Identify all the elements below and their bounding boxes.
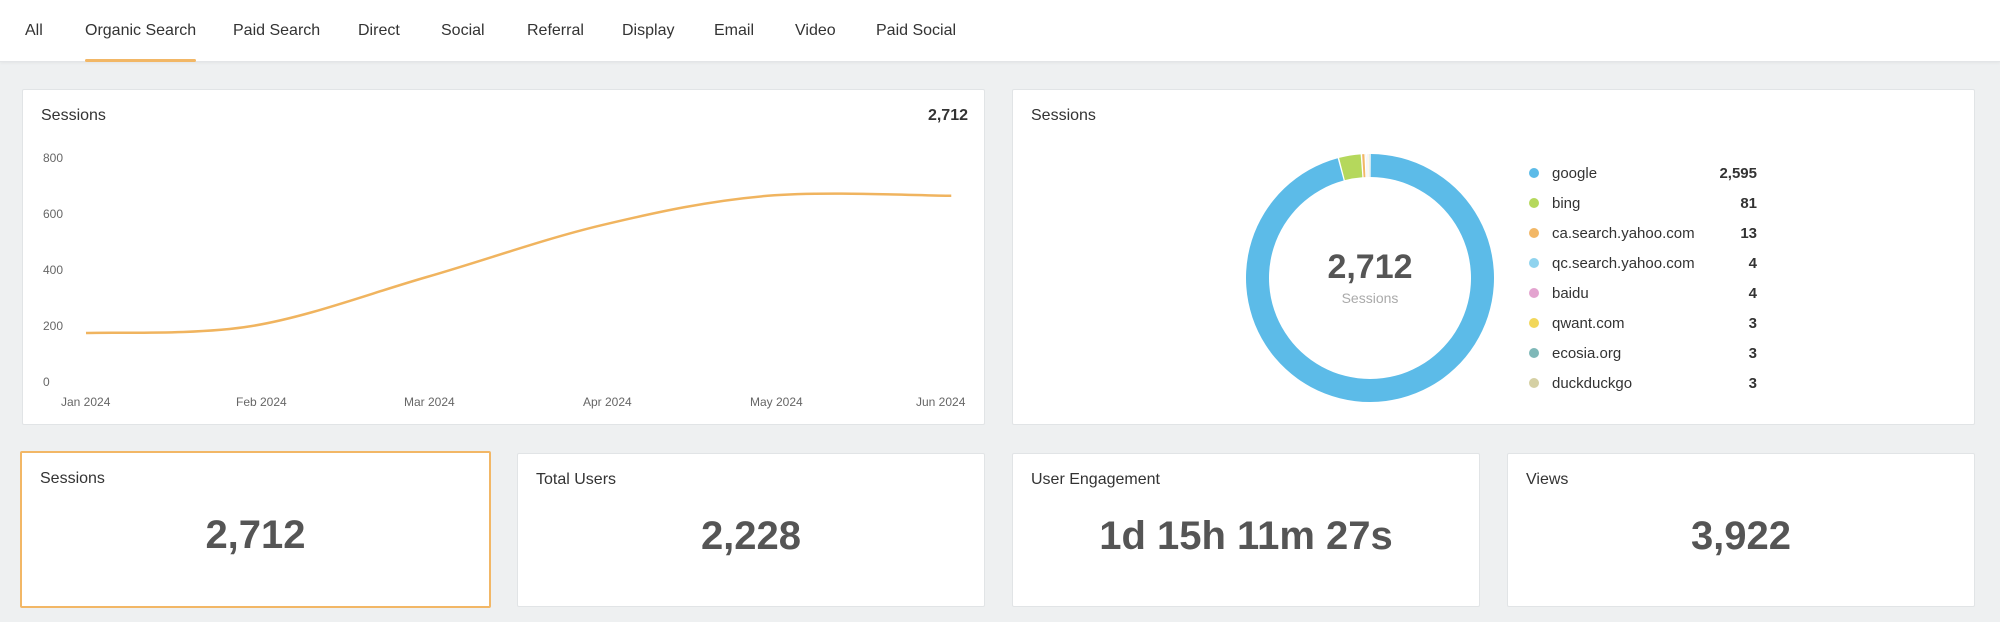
line-card-total: 2,712: [927, 107, 968, 124]
legend-value: 3: [1748, 314, 1757, 332]
legend-color-dot: [1529, 198, 1539, 208]
tab-paid-social[interactable]: Paid Social: [876, 22, 957, 39]
tab-direct[interactable]: Direct: [358, 22, 400, 39]
donut-card-title: Sessions: [1031, 107, 1096, 124]
y-tick-label: 600: [43, 207, 63, 221]
tab-display[interactable]: Display: [622, 22, 675, 39]
metric-value: 3,922: [1690, 514, 1792, 558]
y-tick-label: 200: [43, 319, 63, 333]
metric-card-user-engagement[interactable]: User Engagement 1d 15h 11m 27s: [1012, 453, 1480, 607]
legend-label: duckduckgo: [1552, 374, 1633, 392]
sessions-line-chart: 0 200 400 600 800 Jan 2024 Feb 2024 Mar 2024 Apr…: [43, 151, 966, 409]
x-tick-label: Mar 2024: [404, 395, 455, 409]
legend-value: 4: [1748, 254, 1757, 272]
metric-title: Total Users: [536, 471, 617, 488]
donut-center-label: Sessions: [1341, 290, 1399, 306]
legend-item[interactable]: google 2,595: [1529, 158, 1757, 188]
y-tick-label: 0: [43, 375, 50, 389]
legend-color-dot: [1529, 258, 1539, 268]
tab-video[interactable]: Video: [795, 22, 836, 39]
legend-color-dot: [1529, 228, 1539, 238]
metric-value: 2,228: [700, 514, 802, 558]
line-card-title: Sessions: [41, 107, 106, 124]
legend-color-dot: [1529, 318, 1539, 328]
metric-card-views[interactable]: Views 3,922: [1507, 453, 1975, 607]
legend-value: 4: [1748, 284, 1757, 302]
legend-label: qc.search.yahoo.com: [1552, 254, 1695, 272]
legend-value: 81: [1740, 194, 1757, 212]
legend-color-dot: [1529, 288, 1539, 298]
y-tick-label: 400: [43, 263, 63, 277]
legend-label: qwant.com: [1552, 314, 1625, 332]
metric-title: Sessions: [40, 470, 105, 487]
x-tick-label: Jun 2024: [916, 395, 966, 409]
legend-color-dot: [1529, 168, 1539, 178]
legend-item[interactable]: duckduckgo 3: [1529, 368, 1757, 398]
metric-title: Views: [1526, 471, 1569, 488]
legend-label: google: [1552, 164, 1598, 182]
metric-card-total-users[interactable]: Total Users 2,228: [517, 453, 985, 607]
sessions-donut-chart: [1246, 154, 1494, 402]
legend-color-dot: [1529, 348, 1539, 358]
metric-card-sessions[interactable]: Sessions 2,712: [20, 451, 491, 608]
legend-item[interactable]: bing 81: [1529, 188, 1757, 218]
legend-item[interactable]: qwant.com 3: [1529, 308, 1757, 338]
tab-paid-search[interactable]: Paid Search: [233, 22, 321, 39]
donut-slice-qc-search-yahoo-com[interactable]: [1365, 154, 1367, 178]
tab-all[interactable]: All: [25, 22, 43, 39]
legend-label: ca.search.yahoo.com: [1552, 224, 1695, 242]
legend-item[interactable]: ca.search.yahoo.com 13: [1529, 218, 1757, 248]
legend-item[interactable]: baidu 4: [1529, 278, 1757, 308]
donut-slice-bing[interactable]: [1339, 154, 1363, 181]
x-tick-label: Apr 2024: [583, 395, 632, 409]
x-tick-label: Jan 2024: [61, 395, 111, 409]
tab-email[interactable]: Email: [714, 22, 755, 39]
channel-tabs: All Organic Search Paid Search Direct Social…: [0, 0, 2000, 62]
y-tick-label: 800: [43, 151, 63, 165]
donut-slice-baidu[interactable]: [1367, 154, 1368, 178]
legend-value: 13: [1740, 224, 1757, 242]
legend-value: 3: [1748, 344, 1757, 362]
sessions-donut-card: Sessions 2,712 Sessions google 2,595 bing 8…: [1012, 89, 1975, 425]
legend-label: bing: [1552, 194, 1581, 212]
legend-label: ecosia.org: [1552, 344, 1622, 362]
tab-social[interactable]: Social: [441, 22, 485, 39]
legend-label: baidu: [1552, 284, 1589, 302]
metric-value: 1d 15h 11m 27s: [1099, 514, 1393, 558]
legend-value: 3: [1748, 374, 1757, 392]
legend-color-dot: [1529, 378, 1539, 388]
x-tick-label: May 2024: [750, 395, 803, 409]
tab-referral[interactable]: Referral: [527, 22, 584, 39]
donut-center-value: 2,712: [1327, 248, 1413, 286]
legend-value: 2,595: [1719, 164, 1757, 182]
legend-item[interactable]: ecosia.org 3: [1529, 338, 1757, 368]
x-tick-label: Feb 2024: [236, 395, 287, 409]
metric-title: User Engagement: [1031, 471, 1160, 488]
donut-slice-ca-search-yahoo-com[interactable]: [1362, 154, 1366, 178]
tab-organic-search[interactable]: Organic Search: [85, 0, 197, 62]
metric-value: 2,712: [205, 513, 306, 557]
sessions-line-card: Sessions 2,712 0 200 400 600 800 Jan 2024 Feb …: [22, 89, 985, 425]
legend-item[interactable]: qc.search.yahoo.com 4: [1529, 248, 1757, 278]
sessions-series-line: [85, 192, 952, 335]
